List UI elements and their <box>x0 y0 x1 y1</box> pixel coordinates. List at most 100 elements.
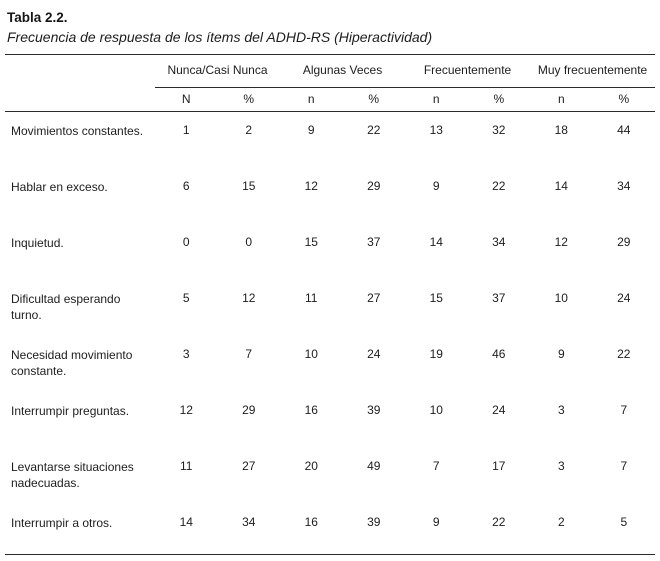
cell-value: 1 <box>182 123 190 137</box>
cell-value: 14 <box>554 178 568 193</box>
cell-value: 22 <box>492 178 506 193</box>
cell-value: 12 <box>242 290 256 305</box>
cell-value: 29 <box>242 402 256 417</box>
row-label: Inquietud. <box>11 235 64 250</box>
table-row: Hablar en exceso. 6 15 12 29 9 22 14 34 <box>5 168 655 224</box>
cell-value: 9 <box>557 346 565 361</box>
cell-value: 29 <box>617 234 631 249</box>
cell-value: 39 <box>367 514 381 529</box>
column-group-row: Nunca/Casi Nunca Algunas Veces Frecuente… <box>5 54 656 88</box>
frequency-table: Nunca/Casi Nunca Algunas Veces Frecuente… <box>5 54 656 555</box>
column-subheader-n: n <box>405 87 468 112</box>
cell-value: 44 <box>617 123 631 137</box>
cell-value: 2 <box>557 514 565 529</box>
cell-value: 20 <box>304 458 318 473</box>
table-number-title: Tabla 2.2. <box>7 10 68 25</box>
cell-value: 10 <box>554 290 568 305</box>
cell-value: 15 <box>304 234 318 249</box>
table-row: Movimientos constantes. 1 2 9 22 13 32 1… <box>5 112 655 168</box>
cell-value: 34 <box>242 514 256 529</box>
cell-value: 9 <box>432 514 440 529</box>
cell-value: 22 <box>367 123 381 137</box>
table-row: Necesidad movimiento constante. 3 7 10 2… <box>5 336 655 392</box>
cell-value: 9 <box>307 123 315 137</box>
cell-value: 29 <box>367 178 381 193</box>
column-subheader-pct: % <box>217 87 280 112</box>
cell-value: 37 <box>492 290 506 305</box>
cell-value: 37 <box>367 234 381 249</box>
table-row: Interrumpir a otros. 14 34 16 39 9 22 2 … <box>5 504 655 555</box>
cell-value: 22 <box>492 514 506 529</box>
table-row: Levantarse situaciones nadecuadas. 11 27… <box>5 448 655 504</box>
column-subheader-n: n <box>280 87 343 112</box>
row-label: Levantarse situaciones nadecuadas. <box>11 459 134 490</box>
cell-value: 27 <box>367 290 381 305</box>
column-subheader-n: n <box>530 87 593 112</box>
cell-value: 12 <box>304 178 318 193</box>
cell-value: 9 <box>432 178 440 193</box>
table-subtitle: Frecuencia de respuesta de los ítems del… <box>7 29 433 45</box>
table-body: Movimientos constantes. 1 2 9 22 13 32 1… <box>5 112 655 555</box>
cell-value: 32 <box>492 123 506 137</box>
cell-value: 5 <box>182 290 190 305</box>
cell-value: 22 <box>617 346 631 361</box>
cell-value: 14 <box>179 514 193 529</box>
cell-value: 39 <box>367 402 381 417</box>
cell-value: 24 <box>617 290 631 305</box>
row-label: Hablar en exceso. <box>11 179 108 194</box>
cell-value: 14 <box>429 234 443 249</box>
cell-value: 46 <box>492 346 506 361</box>
cell-value: 16 <box>304 402 318 417</box>
row-label: Movimientos constantes. <box>11 124 144 138</box>
cell-value: 24 <box>367 346 381 361</box>
column-group-muy-frecuentemente: Muy frecuentemente <box>530 54 656 88</box>
cell-value: 12 <box>179 402 193 417</box>
cell-value: 10 <box>429 402 443 417</box>
cell-value: 0 <box>245 234 253 249</box>
cell-value: 7 <box>245 346 253 361</box>
header-stub-cell <box>5 55 155 88</box>
cell-value: 34 <box>617 178 631 193</box>
cell-value: 6 <box>182 178 190 193</box>
cell-value: 11 <box>305 290 318 305</box>
table-row: Interrumpir preguntas. 12 29 16 39 10 24… <box>5 392 655 448</box>
cell-value: 49 <box>367 458 381 473</box>
table-header: Nunca/Casi Nunca Algunas Veces Frecuente… <box>5 54 656 112</box>
cell-value: 0 <box>182 234 190 249</box>
cell-value: 18 <box>554 123 568 137</box>
row-label: Interrumpir preguntas. <box>11 403 130 418</box>
table-caption: Tabla 2.2. Frecuencia de respuesta de lo… <box>7 9 660 47</box>
cell-value: 24 <box>492 402 506 417</box>
cell-value: 7 <box>620 458 628 473</box>
table-row: Inquietud. 0 0 15 37 14 34 12 29 <box>5 224 655 280</box>
table-row: Dificultad esperando turno. 5 12 11 27 1… <box>5 280 655 336</box>
cell-value: 17 <box>492 458 506 473</box>
column-subheader-pct: % <box>467 87 531 112</box>
cell-value: 13 <box>429 123 443 137</box>
cell-value: 34 <box>492 234 506 249</box>
cell-value: 27 <box>242 458 256 473</box>
cell-value: 15 <box>242 178 256 193</box>
cell-value: 16 <box>304 514 318 529</box>
row-label: Dificultad esperando turno. <box>11 291 121 322</box>
column-subheader-pct: % <box>342 87 406 112</box>
column-group-algunas-veces: Algunas Veces <box>280 54 406 88</box>
cell-value: 2 <box>245 123 253 137</box>
cell-value: 7 <box>620 402 628 417</box>
column-group-nunca-casi-nunca: Nunca/Casi Nunca <box>155 54 280 88</box>
column-group-frecuentemente: Frecuentemente <box>405 54 531 88</box>
column-subheader-pct: % <box>592 87 656 112</box>
row-label: Interrumpir a otros. <box>11 515 113 530</box>
subheader-stub-cell <box>5 87 155 112</box>
cell-value: 5 <box>620 514 628 529</box>
cell-value: 7 <box>432 458 440 473</box>
cell-value: 3 <box>182 346 190 361</box>
row-label: Necesidad movimiento constante. <box>11 347 133 378</box>
cell-value: 3 <box>557 402 565 417</box>
cell-value: 3 <box>557 458 565 473</box>
column-subheader-row: N % n % n % n % <box>5 87 656 112</box>
cell-value: 10 <box>304 346 318 361</box>
cell-value: 19 <box>429 346 443 361</box>
cell-value: 15 <box>429 290 443 305</box>
